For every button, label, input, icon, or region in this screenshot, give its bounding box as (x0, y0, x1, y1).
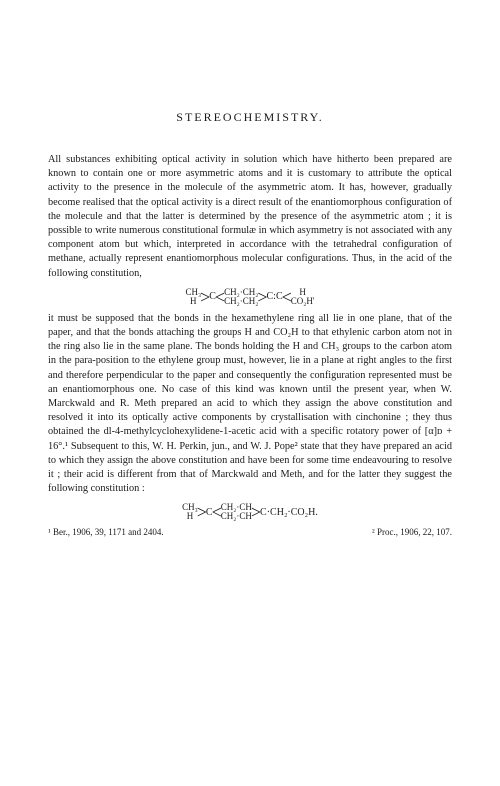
f2-mid-bot: CH₂·CH (221, 512, 252, 521)
f2-c2: C·CH₂·CO₂H. (260, 507, 318, 518)
footnote-2: ² Proc., 1906, 22, 107. (372, 527, 452, 537)
page-title: STEREOCHEMISTRY. (48, 110, 452, 125)
formula1-left-stack: CH₃ H (185, 288, 201, 306)
para1-body: All substances exhibiting optical activi… (48, 154, 452, 279)
formula2-mid-stack: CH₂·CH CH₂·CH (221, 503, 252, 521)
f1-right-bot: CO₂H' (291, 297, 315, 306)
formula1-right-stack: H CO₂H' (291, 288, 315, 306)
chemical-formula-1: CH₃ H > C < CH₂·CH₂ CH₂·CH₂ > C:C < H CO… (48, 287, 452, 306)
f2-left-bot: H (187, 512, 194, 521)
formula1-mid-stack: CH₂·CH₂ CH₂·CH₂ (224, 288, 258, 306)
f1-cc: C:C (267, 291, 283, 302)
chemical-formula-2: CH₃ H > C < CH₂·CH CH₂·CH > C·CH₂·CO₂H. (48, 502, 452, 521)
footnote-1: ¹ Ber., 1906, 39, 1171 and 2404. (48, 527, 164, 537)
paragraph-2: it must be supposed that the bonds in th… (48, 312, 452, 497)
footnotes: ¹ Ber., 1906, 39, 1171 and 2404. ² Proc.… (48, 527, 452, 537)
page: STEREOCHEMISTRY. All substances exhibiti… (0, 0, 500, 557)
f1-left-bot: H (190, 297, 197, 306)
paragraph-1: All substances exhibiting optical activi… (48, 153, 452, 281)
f1-mid-bot: CH₂·CH₂ (224, 297, 258, 306)
formula2-left-stack: CH₃ H (182, 503, 198, 521)
